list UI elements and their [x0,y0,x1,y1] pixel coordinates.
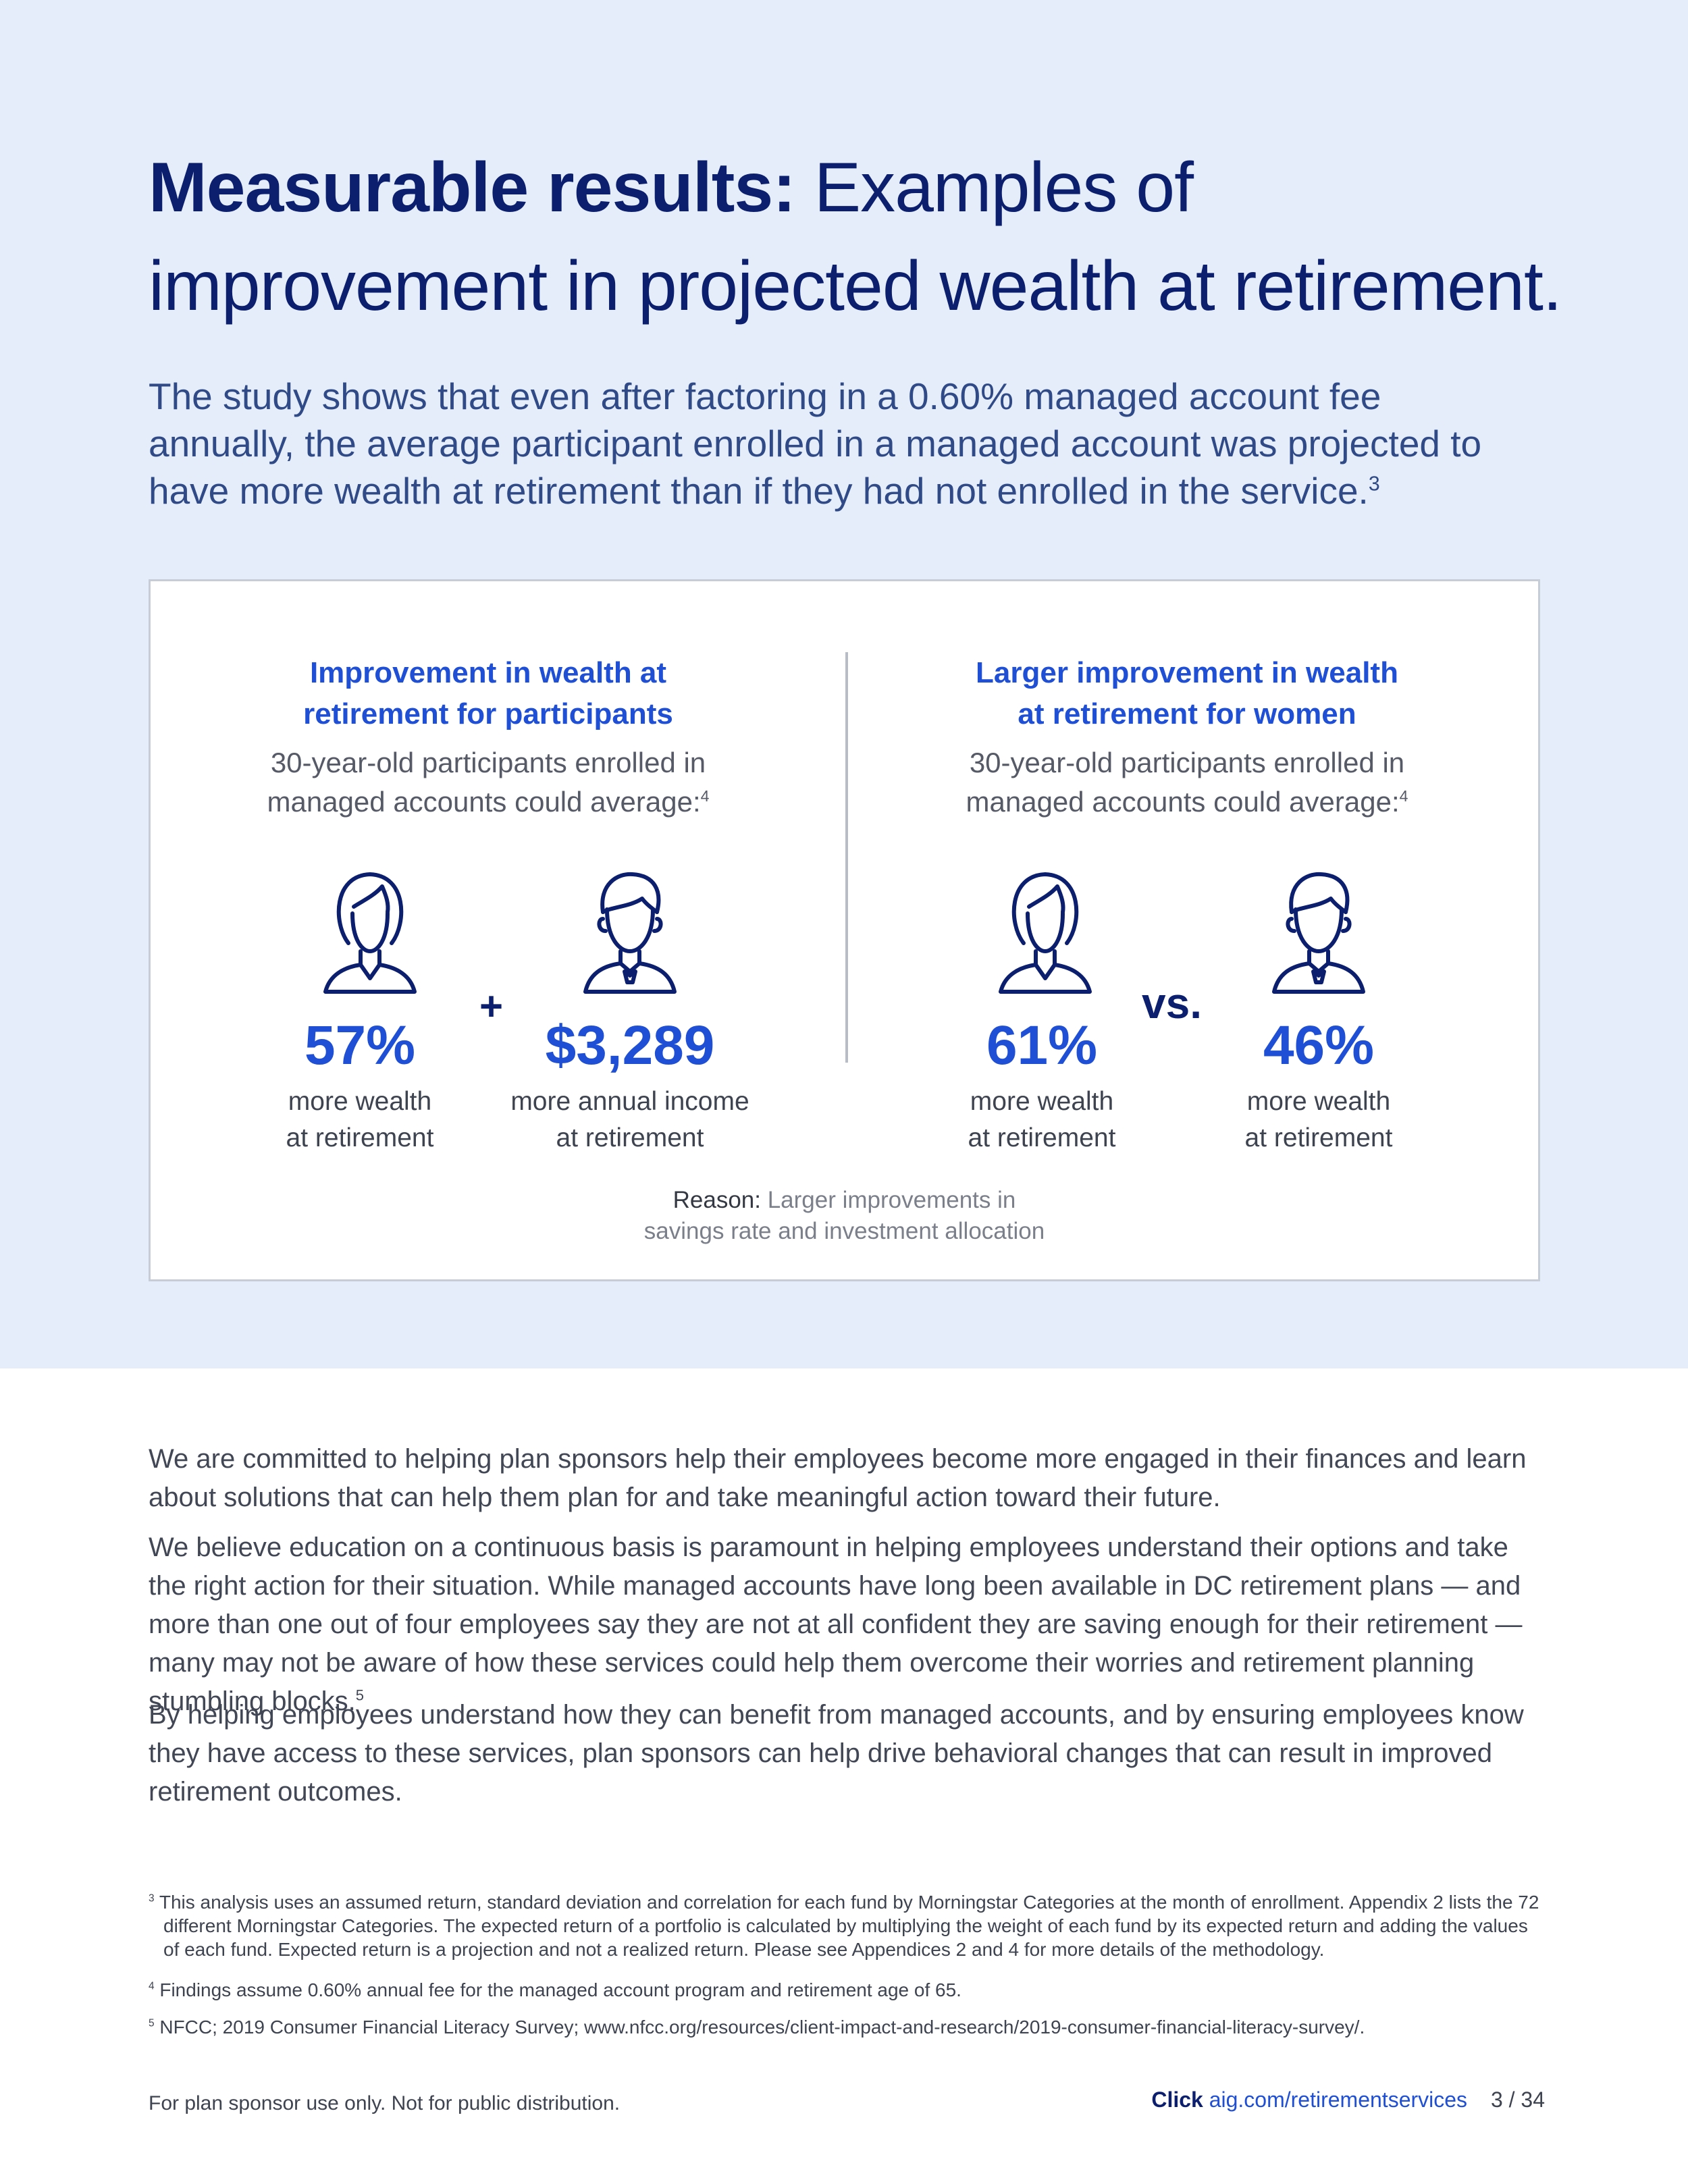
left-stat-2-label: more annual income at retirement [488,1084,772,1156]
left-stat-1-label-line2: at retirement [286,1123,434,1152]
body-paragraph-1: We are committed to helping plan sponsor… [149,1444,1527,1512]
footnote-4-text: Findings assume 0.60% annual fee for the… [159,1979,961,2000]
right-stat-1-label-line2: at retirement [968,1123,1116,1152]
left-stat-2-label-line2: at retirement [556,1123,704,1152]
right-heading-line1: Larger improvement in wealth [976,656,1398,689]
left-stat-2-label-line1: more annual income [510,1087,749,1116]
body-paragraph-2: We believe education on a continuous bas… [149,1528,1539,1721]
left-heading: Improvement in wealth at retirement for … [211,652,765,735]
right-stat-1-label-line1: more wealth [970,1087,1114,1116]
intro-footnote-ref: 3 [1368,473,1380,496]
reason-note: Reason: Larger improvements in savings r… [151,1185,1538,1247]
right-heading-line2: at retirement for women [1018,697,1356,730]
footnote-3: 3 This analysis uses an assumed return, … [149,1890,1539,1961]
left-stat-1-value: 57% [304,1015,416,1076]
footnote-3-mark: 3 [149,1892,155,1905]
footnote-3-text: This analysis uses an assumed return, st… [159,1892,1539,1960]
footnote-4: 4 Findings assume 0.60% annual fee for t… [149,1978,1539,2002]
left-heading-line1: Improvement in wealth at [309,656,667,689]
left-sub-line2: managed accounts could average: [267,786,701,818]
footer-nav: Click aig.com/retirementservices 3 / 34 [1151,2085,1545,2114]
footer-disclaimer: For plan sponsor use only. Not for publi… [149,2092,621,2114]
left-footnote-ref: 4 [700,787,710,805]
right-stat-2-label-line2: at retirement [1244,1123,1393,1152]
reason-key: Reason: [672,1187,761,1213]
right-stat-1-value: 61% [986,1015,1098,1076]
page-title: Measurable results: Examples of improvem… [149,138,1600,336]
right-stat-2-value: 46% [1263,1015,1375,1076]
man-icon [1244,857,1393,998]
reason-line2: savings rate and investment allocation [643,1218,1045,1244]
intro-text: The study shows that even after factorin… [149,375,1482,512]
footnote-5: 5 NFCC; 2019 Consumer Financial Literacy… [149,2015,1539,2039]
woman-icon [296,857,444,998]
reason-line1: Larger improvements in [760,1187,1016,1213]
footer-link[interactable]: aig.com/retirementservices [1209,2087,1468,2112]
column-divider [845,652,848,1063]
title-strong: Measurable results: [149,149,796,227]
woman-icon [971,857,1119,998]
plus-connector: + [479,984,504,1029]
right-heading: Larger improvement in wealth at retireme… [910,652,1464,735]
footnote-4-mark: 4 [149,1980,155,1992]
right-sub-line1: 30-year-old participants enrolled in [969,747,1405,778]
left-heading-line2: retirement for participants [303,697,673,730]
footer-click-label: Click [1151,2087,1203,2112]
body-footnote-ref: 5 [355,1686,365,1704]
footnote-5-text: NFCC; 2019 Consumer Financial Literacy S… [159,2017,1365,2037]
body-paragraph-2-text: We believe education on a continuous bas… [149,1533,1523,1716]
body-paragraph-3: By helping employees understand how they… [149,1700,1524,1807]
left-sub-line1: 30-year-old participants enrolled in [270,747,706,778]
results-card: Improvement in wealth at retirement for … [149,579,1540,1281]
page-number: 3 / 34 [1490,2087,1545,2112]
intro-paragraph: The study shows that even after factorin… [149,373,1533,514]
vs-connector: vs. [1142,979,1202,1028]
man-icon [556,857,704,998]
left-stat-1-label-line1: more wealth [288,1087,432,1116]
right-stat-2-label: more wealth at retirement [1177,1084,1460,1156]
hero-section: Measurable results: Examples of improvem… [0,0,1688,1368]
right-subheading: 30-year-old participants enrolled in man… [910,743,1464,822]
footnote-5-mark: 5 [149,2017,155,2029]
left-subheading: 30-year-old participants enrolled in man… [211,743,765,822]
left-stat-2-value: $3,289 [545,1015,715,1076]
right-footnote-ref: 4 [1399,787,1408,805]
left-stat-1-label: more wealth at retirement [218,1084,502,1156]
right-sub-line2: managed accounts could average: [966,786,1400,818]
right-stat-2-label-line1: more wealth [1246,1087,1391,1116]
right-stat-1-label: more wealth at retirement [900,1084,1184,1156]
title-rest: Examples of improvement in projected wea… [149,149,1562,325]
